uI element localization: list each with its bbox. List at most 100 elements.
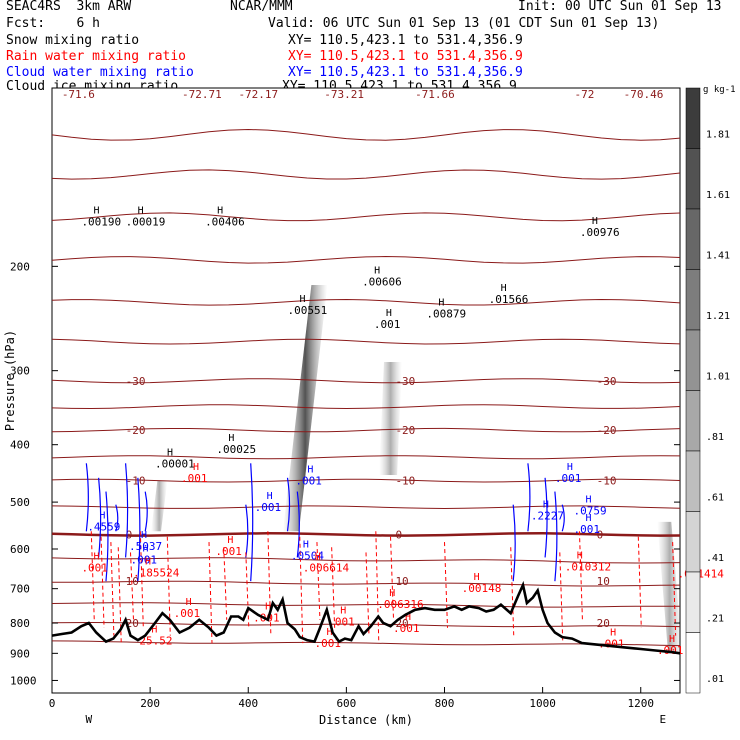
isotherm-label: 0 [395, 528, 402, 541]
maximum-label: .00879 [426, 307, 466, 320]
colorbar-label: .81 [706, 432, 724, 443]
maximum-marker: H [438, 297, 444, 308]
y-tick-label: 200 [10, 260, 30, 273]
colorbar-segment [685, 208, 701, 270]
cloud-water-contour [105, 491, 109, 582]
maximum-label: .00976 [580, 226, 620, 239]
cloud-water-contour [554, 491, 558, 582]
isotherm-line [51, 427, 681, 433]
isotherm-label: 10 [395, 575, 408, 588]
maximum-marker: H [217, 205, 223, 216]
rain-water-contour [267, 531, 272, 636]
maximum-label: .001 [131, 554, 158, 567]
colorbar-label: .61 [706, 493, 724, 504]
colorbar-label: 1.41 [706, 251, 730, 262]
y-axis-label: Pressure (hPa) [3, 330, 17, 431]
isotherm-label: 20 [597, 617, 610, 630]
terrain-line [51, 580, 681, 655]
isotherm-line [51, 169, 681, 180]
colorbar-segment [685, 269, 701, 331]
maximum-label: .001 [574, 523, 601, 536]
rain-water-contour [130, 552, 134, 620]
maximum-label: .00001 [155, 457, 195, 470]
x-tick-label: 800 [435, 697, 455, 710]
plot-frame [51, 87, 681, 694]
rain-water-contour [139, 531, 144, 628]
isotherm-label: -10 [597, 475, 617, 488]
maximum-marker: H [315, 552, 321, 563]
x-tick-label: 1000 [529, 697, 556, 710]
colorbar-label: 1.81 [706, 130, 730, 141]
maximum-label: .4559 [87, 521, 120, 534]
field-label-cloudwater: Cloud water mixing ratio [6, 65, 194, 80]
colorbar-segment [685, 632, 701, 694]
model-title: SEAC4RS 3km ARW [6, 0, 132, 14]
x-tick-label: 400 [238, 697, 258, 710]
isotherm-line [51, 298, 681, 306]
rain-water-contour [578, 531, 583, 620]
cloud-water-contour [124, 463, 129, 558]
maximum-label: .00190 [81, 215, 121, 228]
colorbar-segment [685, 390, 701, 452]
maximum-marker: H [303, 539, 309, 550]
field-label-rain: Rain water mixing ratio [6, 49, 187, 64]
maximum-label: .001 [295, 475, 322, 488]
maximum-marker: H [386, 308, 392, 319]
maximum-marker: H [167, 447, 173, 458]
maximum-marker: H [143, 544, 149, 555]
maximum-label: .00019 [126, 215, 166, 228]
isotherm-line [51, 505, 681, 510]
cloud-water-contour [544, 477, 548, 558]
rain-water-contour [444, 542, 448, 628]
maximum-marker: H [326, 627, 332, 638]
maximum-label: .00606 [362, 275, 402, 288]
maximum-label: .001 [181, 472, 208, 485]
cloud-water-contour [561, 504, 565, 532]
isotherm-line [51, 212, 681, 222]
rain-water-contour [100, 536, 105, 628]
y-tick-label: 1000 [10, 674, 37, 687]
isotherm-line [51, 602, 681, 608]
cloud-water-contour [85, 463, 89, 532]
cloud-water-contour [98, 477, 102, 558]
rain-water-contour [166, 536, 171, 636]
maximum-marker: H [300, 294, 306, 305]
maximum-label: .5037 [129, 540, 162, 553]
rain-water-contour [672, 542, 677, 636]
maximum-label: .185524 [133, 566, 180, 579]
colorbar-segment [685, 329, 701, 391]
isotherm-line [51, 478, 681, 483]
cloud-ice-shading [282, 284, 328, 532]
cloud-water-contour [527, 463, 531, 532]
maximum-marker: H [307, 465, 313, 476]
top-temperature-label: -71.66 [415, 88, 455, 101]
maximum-marker: H [265, 602, 271, 613]
maximum-marker: H [577, 550, 583, 561]
colorbar-segment [685, 148, 701, 210]
cloud-water-contour [286, 477, 291, 532]
rain-water-contour [375, 531, 380, 644]
maximum-marker: H [267, 491, 273, 502]
maximum-label: .001 [255, 501, 281, 514]
maximum-label: .0759 [574, 505, 607, 518]
maximum-marker: H [543, 500, 549, 511]
maximum-marker: H [501, 283, 507, 294]
cloud-ice-shading [657, 521, 683, 654]
colorbar-segment [685, 511, 701, 573]
x-tick-label: 1200 [628, 697, 655, 710]
isotherm-label: -20 [126, 424, 146, 437]
colorbar-label: 1.61 [706, 190, 730, 201]
colorbar-segment [685, 87, 701, 149]
maximum-label: .0504 [291, 549, 324, 562]
maximum-marker: H [145, 556, 151, 567]
colorbar-label: 1.01 [706, 372, 730, 383]
y-tick-label: 900 [10, 647, 30, 660]
maximum-label: .01566 [489, 293, 529, 306]
top-temperature-label: -72 [575, 88, 595, 101]
maximum-label: .00148 [462, 582, 502, 595]
isotherm-line [51, 455, 681, 460]
y-tick-label: 400 [10, 439, 30, 452]
maximum-marker: H [586, 495, 592, 506]
maximum-marker: H [474, 572, 480, 583]
